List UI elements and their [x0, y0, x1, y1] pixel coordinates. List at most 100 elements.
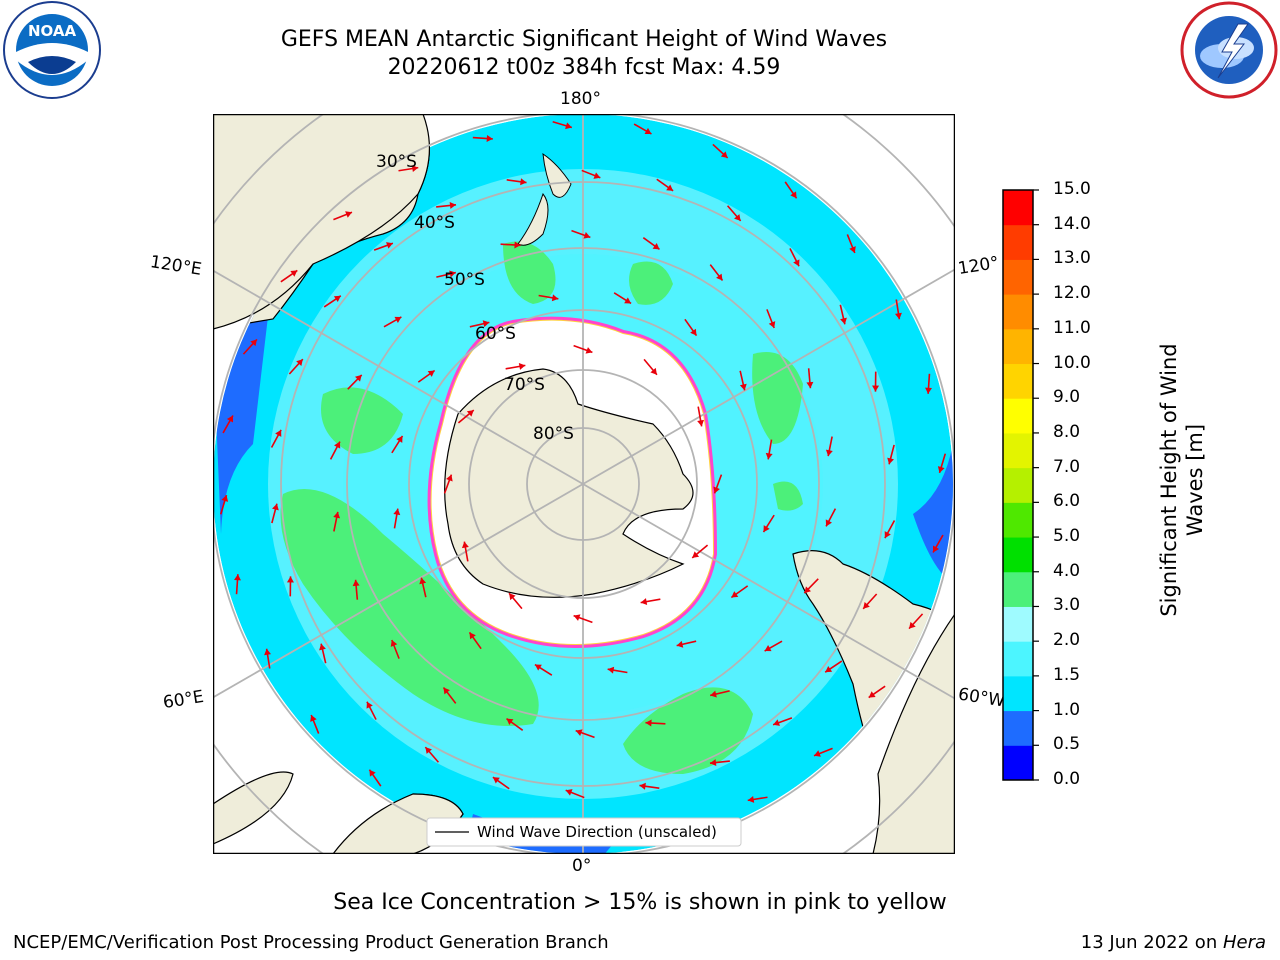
wave-direction-arrowhead: [840, 317, 847, 325]
noaa-logo-text: NOAA: [28, 22, 77, 40]
wave-direction-arrowhead: [333, 295, 341, 303]
wave-direction-arrowhead: [565, 122, 572, 130]
wave-direction-arrowhead: [887, 457, 894, 465]
wave-direction-arrowhead: [492, 777, 500, 784]
footer-left: NCEP/EMC/Verification Post Processing Pr…: [13, 932, 609, 953]
wave-direction-arrowhead: [275, 429, 282, 437]
colorbar-tick-label: 7.0: [1053, 456, 1081, 477]
colorbar-tick-label: 6.0: [1053, 491, 1081, 512]
wave-direction-arrowhead: [419, 577, 427, 585]
wave-direction-arrowhead: [884, 531, 891, 539]
antarctica-landmass: [444, 368, 694, 598]
map-panel: Wind Wave Direction (unscaled): [212, 113, 956, 855]
wave-direction-arrowhead: [676, 640, 684, 648]
wave-direction-arrowhead: [394, 316, 402, 323]
wave-direction-arrowhead: [509, 593, 516, 601]
wave-direction-arrowhead: [386, 242, 393, 249]
wave-direction-arrowhead: [518, 362, 526, 370]
colorbar-tick-label: 15.0: [1053, 179, 1091, 199]
wave-direction-arrowhead: [644, 127, 652, 135]
lat-label-80s: 80°S: [533, 424, 574, 444]
colorbar: [1000, 186, 1060, 782]
wave-direction-arrowhead: [690, 328, 697, 336]
wave-direction-arrowhead: [486, 134, 493, 142]
colorbar-bin: [1003, 571, 1033, 607]
colorbar-label-text: Significant Height of Wind Waves [m]: [1157, 343, 1207, 617]
wave-direction-arrowhead: [652, 243, 660, 250]
wave-direction-arrowhead: [583, 232, 591, 239]
wave-direction-arrowhead: [310, 715, 317, 722]
wave-direction-arrowhead: [863, 601, 870, 609]
colorbar-label: Significant Height of Wind Waves [m]: [1046, 310, 1246, 650]
colorbar-bin: [1003, 745, 1033, 781]
colorbar-bin: [1003, 641, 1033, 677]
colorbar-bin: [1003, 432, 1033, 469]
wave-direction-arrowhead: [932, 545, 940, 553]
wave-direction-arrowhead: [697, 419, 705, 427]
legend-label: Wind Wave Direction (unscaled): [477, 823, 717, 841]
wave-direction-arrowhead: [825, 665, 833, 673]
colorbar-bin: [1003, 675, 1033, 712]
wave-direction-arrowhead: [872, 385, 880, 392]
lon-label-120e: 120°E: [148, 252, 203, 280]
wave-direction-arrowhead: [739, 383, 747, 391]
wave-direction-arrowhead: [427, 370, 435, 377]
lat-label-70s: 70°S: [504, 375, 545, 395]
colorbar-tick-label: 12.0: [1053, 283, 1091, 304]
wave-direction-arrowhead: [720, 151, 728, 158]
lon-label-60e: 60°E: [161, 686, 206, 714]
wave-direction-arrowhead: [520, 178, 527, 186]
wave-direction-arrowhead: [806, 381, 814, 389]
wave-direction-arrowhead: [272, 503, 279, 511]
colorbar-tick-label: 10.0: [1053, 352, 1091, 373]
wave-direction-arrowhead: [710, 690, 717, 698]
wave-direction-arrowhead: [793, 259, 800, 267]
wave-direction-arrowhead: [425, 747, 432, 754]
wave-direction-arrowhead: [593, 172, 601, 179]
wave-direction-arrowhead: [825, 449, 833, 457]
wave-direction-arrowhead: [352, 579, 360, 587]
colorbar-tick-label: 1.5: [1053, 664, 1081, 685]
wind-wave-direction-arrows: [219, 120, 947, 803]
wave-direction-arrowhead: [482, 320, 490, 328]
colorbar-bin: [1003, 606, 1033, 642]
wave-direction-arrowhead: [296, 359, 303, 367]
sea-ice-note: Sea Ice Concentration > 15% is shown in …: [333, 890, 947, 915]
colorbar-bin: [1003, 190, 1033, 226]
colorbar-bin: [1003, 294, 1033, 330]
wave-direction-arrowhead: [446, 474, 453, 482]
wave-direction-arrowhead: [937, 466, 945, 473]
colorbar-tick-label: 0.5: [1053, 734, 1081, 755]
lat-label-50s: 50°S: [444, 270, 485, 290]
wave-direction-arrowhead: [734, 214, 741, 221]
chart-title: GEFS MEAN Antarctic Significant Height o…: [280, 27, 888, 52]
footer-right: 13 Jun 2022 on Hera: [1081, 932, 1266, 953]
colorbar-bin: [1003, 363, 1033, 399]
footer-date: 13 Jun 2022 on: [1080, 932, 1223, 953]
wave-direction-arrowhead: [763, 525, 770, 533]
wave-direction-arrowhead: [692, 551, 700, 558]
wave-direction-arrowhead: [369, 769, 376, 777]
colorbar-tick-label: 14.0: [1053, 213, 1091, 234]
colorbar-tick-label: 9.0: [1053, 387, 1081, 408]
wave-direction-arrowhead: [790, 191, 797, 199]
colorbar-tick-label: 0.0: [1053, 769, 1081, 789]
colorbar-tick-label: 5.0: [1053, 526, 1081, 547]
wave-direction-arrowhead: [773, 719, 780, 726]
wave-direction-arrowhead: [551, 294, 559, 302]
wave-direction-arrowhead: [514, 241, 521, 249]
colorbar-bin: [1003, 537, 1033, 573]
wave-direction-arrowhead: [731, 591, 739, 598]
wave-direction-arrowhead: [233, 574, 241, 581]
wave-direction-arrowhead: [894, 312, 902, 320]
colorbar-bin: [1003, 710, 1033, 746]
longitude-gridlines: [213, 114, 955, 854]
wave-direction-arrowhead: [624, 297, 632, 304]
wave-direction-arrowhead: [825, 519, 832, 527]
colorbar-tick-label: 3.0: [1053, 595, 1081, 616]
colorbar-bin: [1003, 224, 1033, 260]
colorbar-tick-label: 1.0: [1053, 699, 1081, 720]
wave-direction-arrowhead: [221, 495, 229, 502]
colorbar-bin: [1003, 502, 1033, 538]
chart-subtitle: 20220612 t00z 384h fcst Max: 4.59: [387, 55, 781, 80]
